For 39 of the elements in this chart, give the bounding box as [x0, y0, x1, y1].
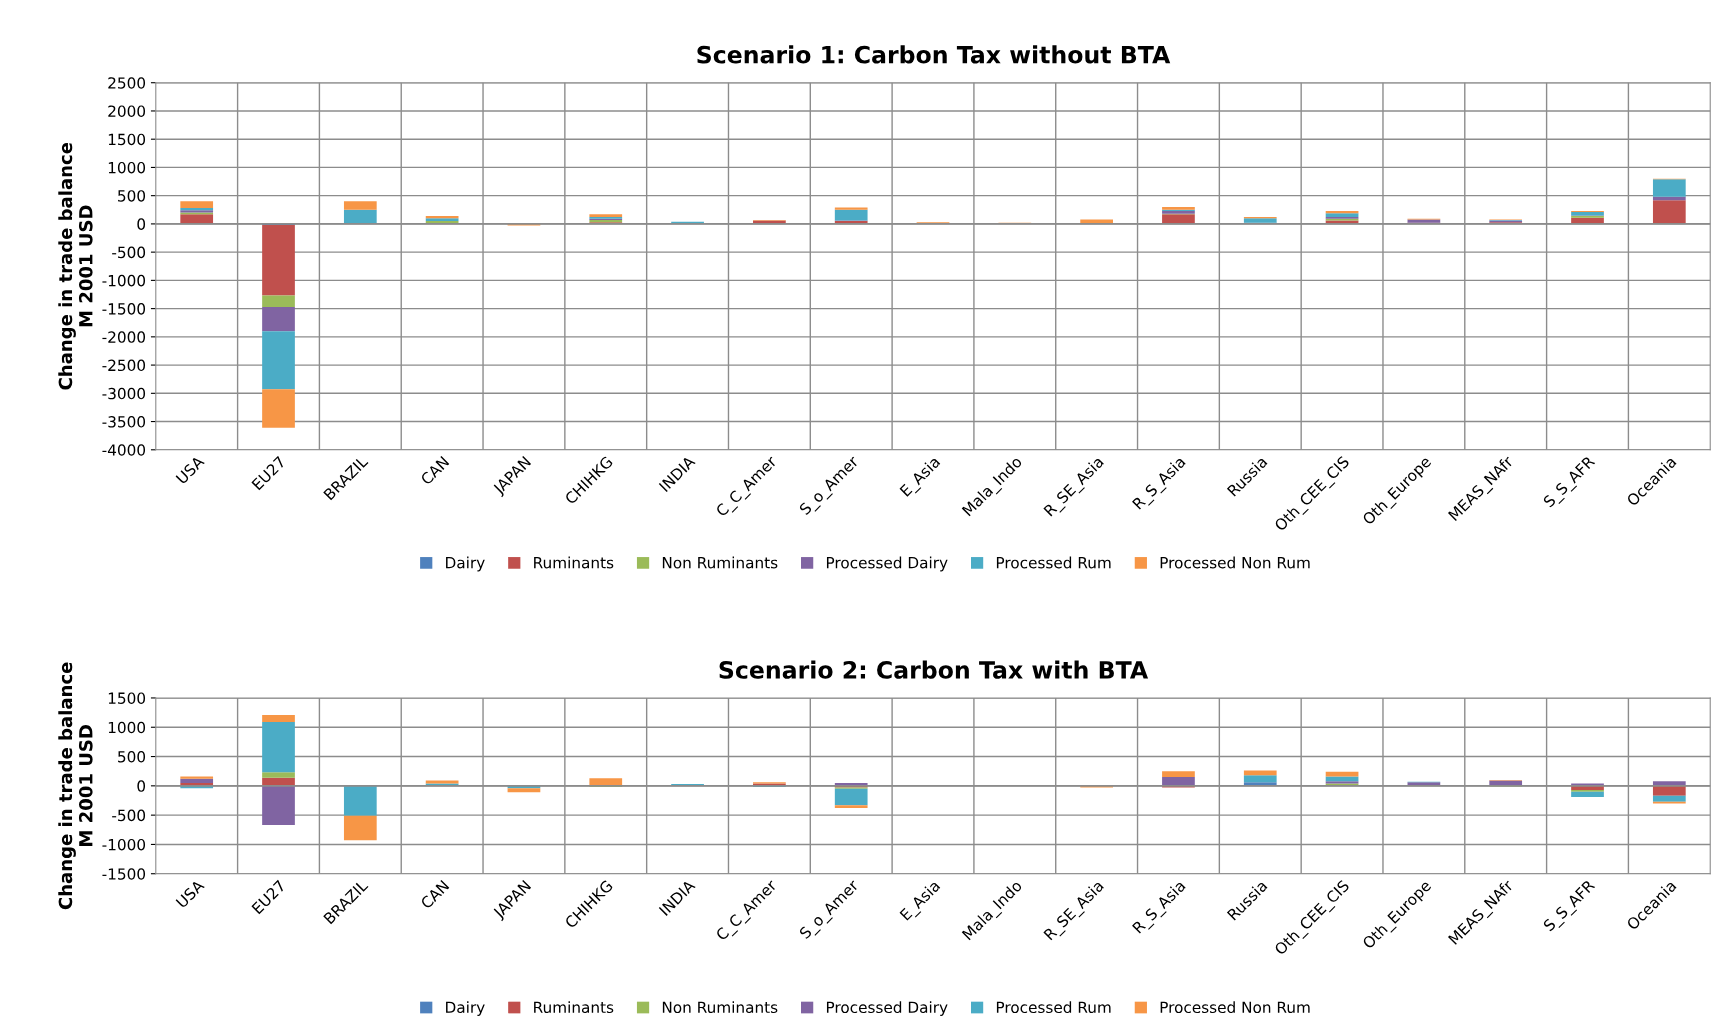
legend-label: Processed Non Rum: [1160, 1001, 1310, 1014]
y-tick-label: 0: [137, 780, 146, 792]
y-tick-label: -500: [112, 246, 146, 259]
y-tick-label: 1500: [108, 133, 146, 146]
y-tick-label: -500: [112, 809, 146, 822]
y-tick-label: 500: [118, 190, 146, 202]
y-tick-label: 2500: [108, 77, 146, 89]
legend-label: Dairy: [446, 556, 485, 572]
y-tick-label: -3000: [102, 387, 146, 400]
x-tick-label: USA: [175, 878, 205, 909]
y-axis-title: Change in trade balance M 2001 USD: [58, 142, 93, 390]
y-tick-label: 500: [118, 751, 146, 763]
y-tick-label: 0: [137, 218, 146, 230]
chart-title: Scenario 2: Carbon Tax with BTA: [719, 660, 1149, 679]
y-tick-label: 1000: [108, 161, 146, 174]
legend-label: Processed Rum: [996, 1001, 1111, 1014]
chart-title: Scenario 1: Carbon Tax without BTA: [697, 45, 1171, 64]
legend-label: Ruminants: [534, 1001, 614, 1014]
legend-label: Processed Dairy: [826, 1001, 948, 1017]
legend-label: Non Ruminants: [662, 556, 778, 569]
y-tick-label: 2000: [108, 105, 146, 117]
y-tick-label: -1000: [102, 838, 146, 851]
y-tick-label: -1500: [102, 868, 146, 880]
y-tick-label: 1500: [108, 692, 146, 704]
legend-label: Processed Non Rum: [1160, 556, 1310, 569]
legend-label: Dairy: [446, 1001, 485, 1017]
x-tick-label: USA: [175, 454, 205, 485]
y-tick-label: -2000: [102, 331, 146, 343]
y-tick-label: 1000: [108, 721, 146, 734]
y-tick-label: -3500: [102, 416, 146, 428]
y-axis-title: Change in trade balance M 2001 USD: [58, 662, 93, 910]
y-tick-label: -1000: [102, 274, 146, 287]
legend-label: Non Ruminants: [662, 1001, 778, 1014]
legend-label: Processed Dairy: [826, 556, 948, 572]
legend-label: Ruminants: [534, 556, 614, 569]
y-tick-label: -2500: [102, 359, 146, 372]
legend-label: Processed Rum: [996, 556, 1111, 569]
y-tick-label: -1500: [102, 303, 146, 315]
y-tick-label: -4000: [102, 444, 146, 456]
